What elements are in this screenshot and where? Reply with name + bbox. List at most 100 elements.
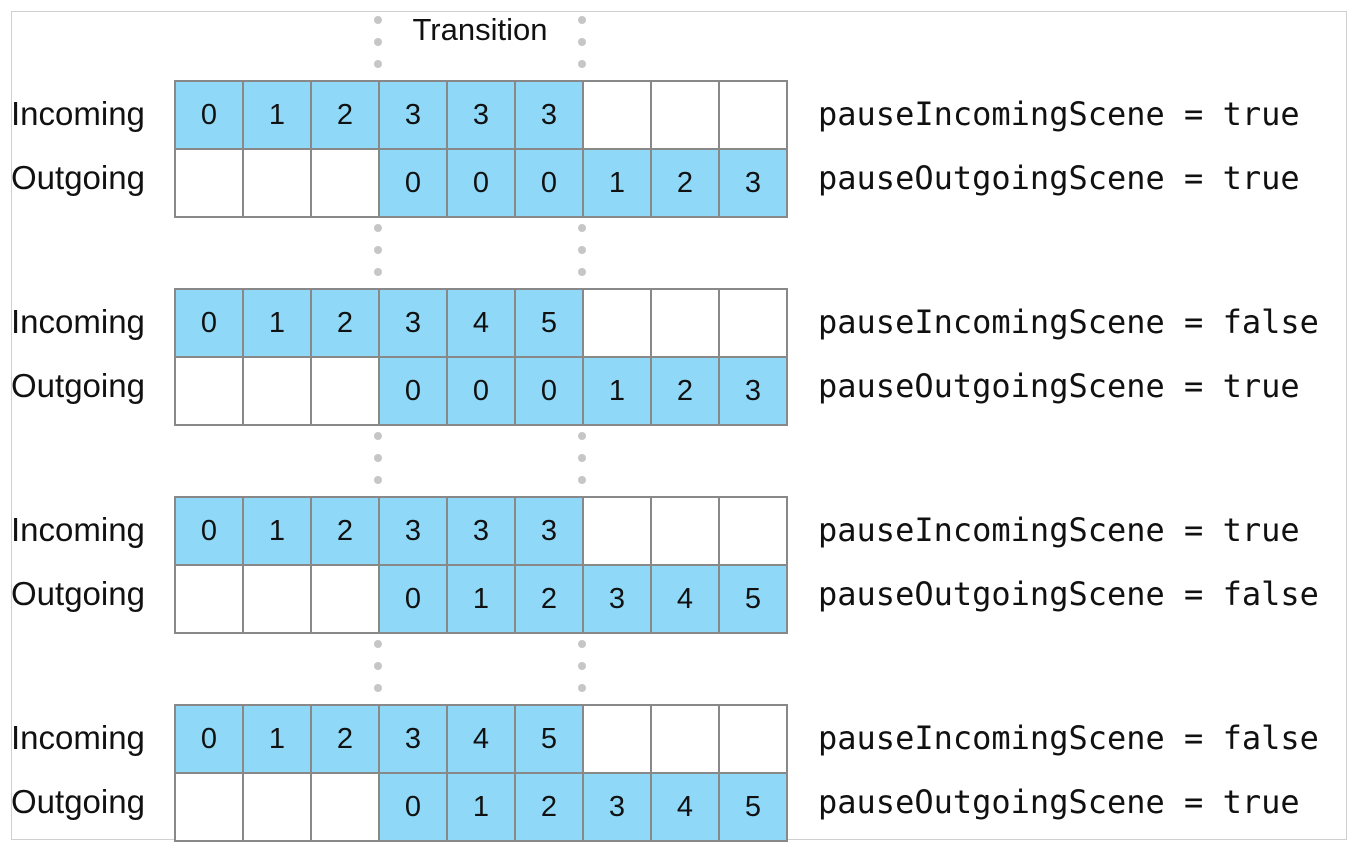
- outgoing-frame-cell: 0: [380, 150, 448, 218]
- outgoing-frame-cell: [176, 566, 244, 634]
- incoming-frame-cell: 1: [244, 82, 312, 150]
- outgoing-frame-cell: 2: [652, 358, 720, 426]
- transition-dot: [578, 60, 586, 68]
- outgoing-frame-cell: [244, 774, 312, 842]
- outgoing-frame-cell: 3: [584, 774, 652, 842]
- transition-dot: [374, 662, 382, 670]
- incoming-frame-cell: [720, 498, 788, 566]
- outgoing-row-label: Outgoing: [11, 159, 145, 196]
- outgoing-frame-cell: 3: [720, 150, 788, 218]
- outgoing-row-label: Outgoing: [11, 367, 145, 404]
- outgoing-frame-cell: 1: [584, 150, 652, 218]
- incoming-frame-cell: 2: [312, 498, 380, 566]
- transition-dot: [374, 476, 382, 484]
- transition-dot: [374, 454, 382, 462]
- outgoing-frame-cell: [244, 358, 312, 426]
- incoming-frame-cell: 1: [244, 706, 312, 774]
- outgoing-frame-cell: 0: [448, 150, 516, 218]
- outgoing-frame-cell: [244, 566, 312, 634]
- transition-dot: [374, 268, 382, 276]
- incoming-frame-cell: 4: [448, 290, 516, 358]
- transition-label: Transition: [412, 12, 548, 47]
- incoming-frame-cell: 3: [380, 706, 448, 774]
- outgoing-frame-cell: [176, 774, 244, 842]
- outgoing-frame-cell: 1: [448, 566, 516, 634]
- incoming-frame-cell: [720, 82, 788, 150]
- incoming-pause-setting: pauseIncomingScene = true: [818, 95, 1300, 133]
- transition-dot: [578, 684, 586, 692]
- transition-dot: [578, 476, 586, 484]
- transition-dot: [578, 640, 586, 648]
- outgoing-frame-cell: 1: [584, 358, 652, 426]
- incoming-row-label: Incoming: [11, 303, 145, 340]
- outgoing-pause-setting: pauseOutgoingScene = true: [818, 367, 1300, 405]
- transition-dot: [578, 246, 586, 254]
- incoming-frame-cell: [720, 290, 788, 358]
- incoming-frame-cell: [652, 290, 720, 358]
- transition-dot: [578, 662, 586, 670]
- outgoing-frame-cell: [176, 150, 244, 218]
- incoming-frame-cell: 2: [312, 290, 380, 358]
- incoming-pause-setting: pauseIncomingScene = true: [818, 511, 1300, 549]
- transition-dot: [578, 268, 586, 276]
- outgoing-frame-cell: 4: [652, 566, 720, 634]
- outgoing-frame-cell: [312, 566, 380, 634]
- incoming-frame-cell: 0: [176, 706, 244, 774]
- incoming-frame-cell: 5: [516, 706, 584, 774]
- incoming-pause-setting: pauseIncomingScene = false: [818, 303, 1319, 341]
- incoming-frame-cell: 3: [516, 82, 584, 150]
- outgoing-pause-setting: pauseOutgoingScene = false: [818, 575, 1319, 613]
- outgoing-row-label: Outgoing: [11, 783, 145, 820]
- incoming-frame-cell: 3: [380, 290, 448, 358]
- outgoing-frame-cell: 0: [448, 358, 516, 426]
- transition-dot: [374, 38, 382, 46]
- outgoing-pause-setting: pauseOutgoingScene = true: [818, 159, 1300, 197]
- transition-dot: [578, 224, 586, 232]
- incoming-pause-setting: pauseIncomingScene = false: [818, 719, 1319, 757]
- outgoing-frame-cell: 3: [720, 358, 788, 426]
- transition-dot: [374, 640, 382, 648]
- transition-dot: [578, 38, 586, 46]
- incoming-frame-cell: [652, 498, 720, 566]
- outgoing-frame-cell: [312, 150, 380, 218]
- outgoing-frame-cell: 0: [516, 358, 584, 426]
- incoming-frame-cell: 3: [380, 498, 448, 566]
- incoming-row-label: Incoming: [11, 719, 145, 756]
- outgoing-pause-setting: pauseOutgoingScene = true: [818, 783, 1300, 821]
- outgoing-frame-cell: 2: [652, 150, 720, 218]
- outgoing-frame-cell: 3: [584, 566, 652, 634]
- outgoing-frame-cell: 0: [380, 774, 448, 842]
- outgoing-row-label: Outgoing: [11, 575, 145, 612]
- transition-dot: [374, 60, 382, 68]
- transition-dot: [374, 16, 382, 24]
- outgoing-frame-cell: 0: [380, 358, 448, 426]
- outgoing-frame-cell: [244, 150, 312, 218]
- incoming-frame-cell: 1: [244, 498, 312, 566]
- transition-dot: [374, 224, 382, 232]
- transition-dot: [578, 432, 586, 440]
- incoming-frame-cell: [584, 498, 652, 566]
- transition-dot: [578, 454, 586, 462]
- incoming-row-label: Incoming: [11, 511, 145, 548]
- outgoing-frame-cell: 4: [652, 774, 720, 842]
- incoming-frame-cell: [652, 706, 720, 774]
- incoming-frame-cell: 0: [176, 498, 244, 566]
- outgoing-frame-cell: [312, 358, 380, 426]
- incoming-frame-cell: 3: [448, 498, 516, 566]
- incoming-frame-cell: [652, 82, 720, 150]
- incoming-frame-cell: 4: [448, 706, 516, 774]
- transition-dot: [374, 246, 382, 254]
- incoming-frame-cell: 2: [312, 706, 380, 774]
- incoming-frame-cell: [720, 706, 788, 774]
- outgoing-frame-cell: 2: [516, 566, 584, 634]
- incoming-frame-cell: 3: [516, 498, 584, 566]
- incoming-frame-cell: 0: [176, 290, 244, 358]
- incoming-frame-cell: [584, 290, 652, 358]
- transition-dot: [578, 16, 586, 24]
- incoming-row-label: Incoming: [11, 95, 145, 132]
- incoming-frame-cell: 2: [312, 82, 380, 150]
